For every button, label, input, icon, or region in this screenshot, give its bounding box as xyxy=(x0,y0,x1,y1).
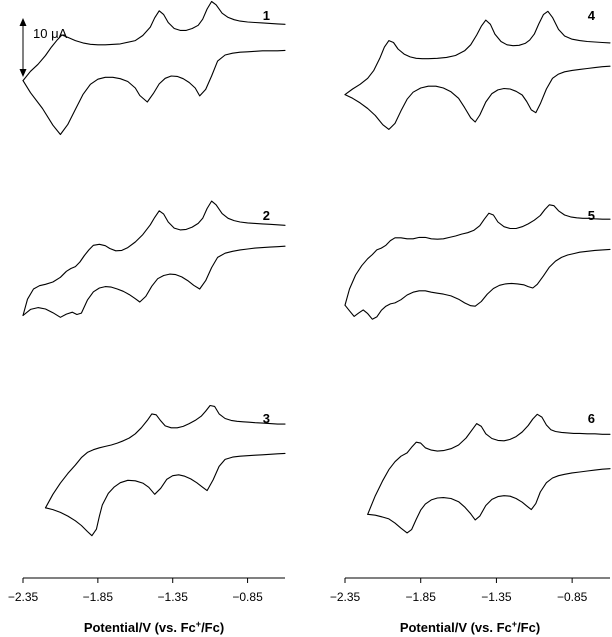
cv-curve-2-cathodic xyxy=(22,245,286,318)
cv-curve-4-anodic xyxy=(344,10,611,96)
x-tick-label-0-2: −1.35 xyxy=(158,590,189,604)
panel-label-1: 1 xyxy=(263,8,270,23)
panel-label-5: 5 xyxy=(588,208,595,223)
panel-label-2: 2 xyxy=(263,208,270,223)
x-tick-label-0-3: −0.85 xyxy=(232,590,263,604)
panel-label-3: 3 xyxy=(263,411,270,426)
x-tick-label-1-1: −1.85 xyxy=(406,590,437,604)
panel-label-4: 4 xyxy=(588,8,596,23)
panel-1: 1 xyxy=(22,0,286,136)
panels: 1 2 3 4 5 6 xyxy=(22,0,611,537)
scale-bar-arrow-down-icon xyxy=(19,69,27,77)
panel-6: 6 xyxy=(367,411,611,534)
panel-label-6: 6 xyxy=(588,411,595,426)
x-axis-right-title: Potential/V (vs. Fc+/Fc) xyxy=(400,619,540,635)
cv-curve-3-cathodic xyxy=(44,452,286,537)
cv-curve-4-cathodic xyxy=(344,65,611,130)
x-axis-left-title: Potential/V (vs. Fc+/Fc) xyxy=(84,619,224,635)
x-tick-label-0-1: −1.85 xyxy=(83,590,114,604)
x-axis-right: Potential/V (vs. Fc+/Fc) −2.35 −1.85 −1.35… xyxy=(330,577,610,635)
scale-bar: 10 μA xyxy=(19,18,68,77)
x-tick-label-1-0: −2.35 xyxy=(330,590,361,604)
cv-curve-2-anodic xyxy=(22,200,286,317)
panel-4: 4 xyxy=(344,8,611,130)
cv-curve-6-cathodic xyxy=(367,468,611,534)
scale-bar-label: 10 μA xyxy=(33,26,68,41)
cv-curve-3-anodic xyxy=(44,404,286,509)
x-tick-label-1-2: −1.35 xyxy=(481,590,512,604)
panel-5: 5 xyxy=(344,204,611,320)
cv-curve-1-cathodic xyxy=(22,49,286,136)
x-axis-left: Potential/V (vs. Fc+/Fc) −2.35 −1.85 −1.35… xyxy=(8,577,285,635)
cv-curve-6-anodic xyxy=(367,413,611,515)
panel-2: 2 xyxy=(22,200,286,318)
cv-curve-5-cathodic xyxy=(344,248,611,320)
panel-3: 3 xyxy=(44,404,286,537)
cv-curve-1-anodic xyxy=(22,0,286,82)
x-tick-label-1-3: −0.85 xyxy=(557,590,588,604)
cv-curve-5-anodic xyxy=(344,204,611,306)
x-tick-label-0-0: −2.35 xyxy=(8,590,39,604)
scale-bar-arrow-up-icon xyxy=(19,18,27,26)
